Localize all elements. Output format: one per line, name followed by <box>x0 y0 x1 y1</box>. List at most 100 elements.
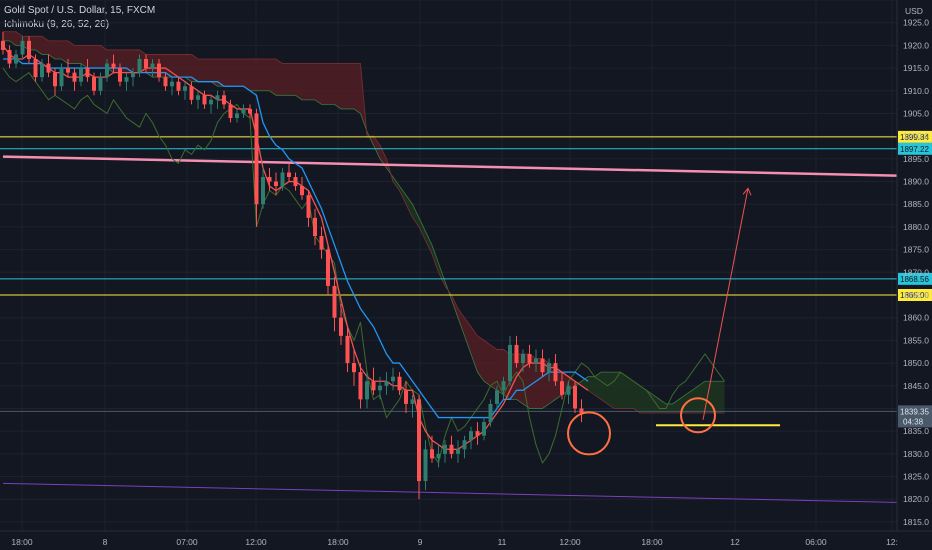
candle-body <box>332 285 337 318</box>
candle-body <box>196 95 200 100</box>
candle-body <box>14 54 18 64</box>
candle-body <box>92 77 96 91</box>
cloud-segment <box>237 59 244 87</box>
candle-body <box>449 444 454 454</box>
candle-body <box>183 86 187 91</box>
candle-body <box>391 376 395 382</box>
cloud-segment <box>412 204 419 227</box>
candle-body <box>495 390 499 404</box>
cloud-segment <box>204 59 211 82</box>
cloud-segment <box>120 49 127 73</box>
price-tick-label: 1870.0 <box>903 267 929 277</box>
candle-body <box>40 63 44 78</box>
symbol-title[interactable]: Gold Spot / U.S. Dollar, 15, FXCM <box>4 5 156 16</box>
candle-body <box>339 317 343 336</box>
cloud-segment <box>328 63 335 105</box>
cloud-segment <box>74 45 81 64</box>
candle-body <box>157 63 161 78</box>
cloud-segment <box>48 40 55 59</box>
horizontal-levels <box>0 136 897 412</box>
cloud-segment <box>302 63 309 100</box>
highlight-circle <box>680 397 716 434</box>
trend-line-pink <box>2 155 898 177</box>
time-tick-label: 11 <box>498 537 507 547</box>
time-axis[interactable]: 18:00 8 07:00 12:00 18:00 9 11 12:00 18:00 12 06:0… <box>0 530 932 547</box>
candle-body <box>378 385 382 391</box>
cloud-segment <box>61 40 68 64</box>
cloud-segment <box>471 326 478 373</box>
cloud-segment <box>100 45 107 69</box>
cloud-segment <box>588 376 595 395</box>
candle-body <box>105 63 109 78</box>
candle-body <box>300 186 304 196</box>
time-tick-label: 12:00 <box>559 537 581 547</box>
cloud-segment <box>243 59 250 91</box>
candle-body <box>46 63 51 73</box>
candle-body <box>397 376 402 391</box>
candle-body <box>573 385 577 409</box>
price-axis[interactable]: 1899.84 1897.22 1868.56 1865.00 1839.35 USD 18… <box>896 0 932 531</box>
candle-body <box>79 68 83 82</box>
cloud-segment <box>711 381 718 413</box>
cloud-segment <box>35 36 42 55</box>
cloud-segment <box>308 63 315 100</box>
price-tick-label: 1920.0 <box>903 40 929 50</box>
cloud-segment <box>211 59 218 87</box>
candle-body <box>462 440 467 450</box>
highlight-circle <box>567 411 611 456</box>
price-tick-label: 1845.0 <box>903 381 929 391</box>
level-tag <box>898 130 932 143</box>
senkou-span-b <box>3 31 725 414</box>
lagging-span <box>2 67 725 465</box>
price-tick-label: 1910.0 <box>903 86 929 96</box>
candle-body <box>27 40 31 59</box>
candle-body <box>417 399 421 482</box>
time-tick-label: 18:00 <box>11 537 33 547</box>
candle-body <box>144 59 148 69</box>
candle-body <box>20 40 25 55</box>
candle-body <box>365 381 369 400</box>
candle-body <box>352 363 356 373</box>
cloud-segment <box>282 63 289 96</box>
cloud-segment <box>9 31 16 46</box>
cloud-segment <box>295 63 302 100</box>
price-tick-label: 1860.0 <box>903 313 929 323</box>
candle-body <box>150 63 155 69</box>
cloud-segment <box>633 381 640 413</box>
cloud-segment <box>178 54 185 78</box>
projection-arrow-shaft <box>702 188 749 420</box>
cloud-segment <box>718 381 725 413</box>
candle-body <box>579 408 584 413</box>
candle-body <box>443 444 447 454</box>
cloud-segment <box>373 136 380 159</box>
cloud-segment <box>614 372 621 409</box>
cloud-segment <box>347 63 354 109</box>
candle-body <box>280 172 285 187</box>
chart-legend: Gold Spot / U.S. Dollar, 15, FXCM Ichimo… <box>4 4 155 32</box>
candle-body <box>404 390 408 404</box>
cloud-segment <box>250 59 257 91</box>
candle-body <box>163 77 168 87</box>
indicator-label[interactable]: Ichimoku (9, 26, 52, 26) <box>4 19 110 30</box>
cloud-segment <box>646 390 653 413</box>
candle-body <box>111 63 116 69</box>
currency-label: USD <box>905 6 923 16</box>
cloud-segment <box>698 381 705 413</box>
candle-body <box>469 431 473 441</box>
cloud-segment <box>217 59 224 87</box>
candle-body <box>124 77 129 82</box>
cloud-segment <box>87 45 94 69</box>
candle-body <box>371 381 376 391</box>
price-tick-label: 1825.0 <box>903 472 929 482</box>
candle-body <box>287 172 291 177</box>
price-tick-label: 1830.0 <box>903 449 929 459</box>
cloud-segment <box>464 317 471 354</box>
candle-body <box>274 181 278 187</box>
cloud-segment <box>679 394 686 413</box>
price-tick-label: 1880.0 <box>903 222 929 232</box>
cloud-segment <box>640 385 647 413</box>
candle-body <box>436 453 441 459</box>
trend-line-purple <box>2 482 898 503</box>
price-tick-label: 1850.0 <box>903 358 929 368</box>
